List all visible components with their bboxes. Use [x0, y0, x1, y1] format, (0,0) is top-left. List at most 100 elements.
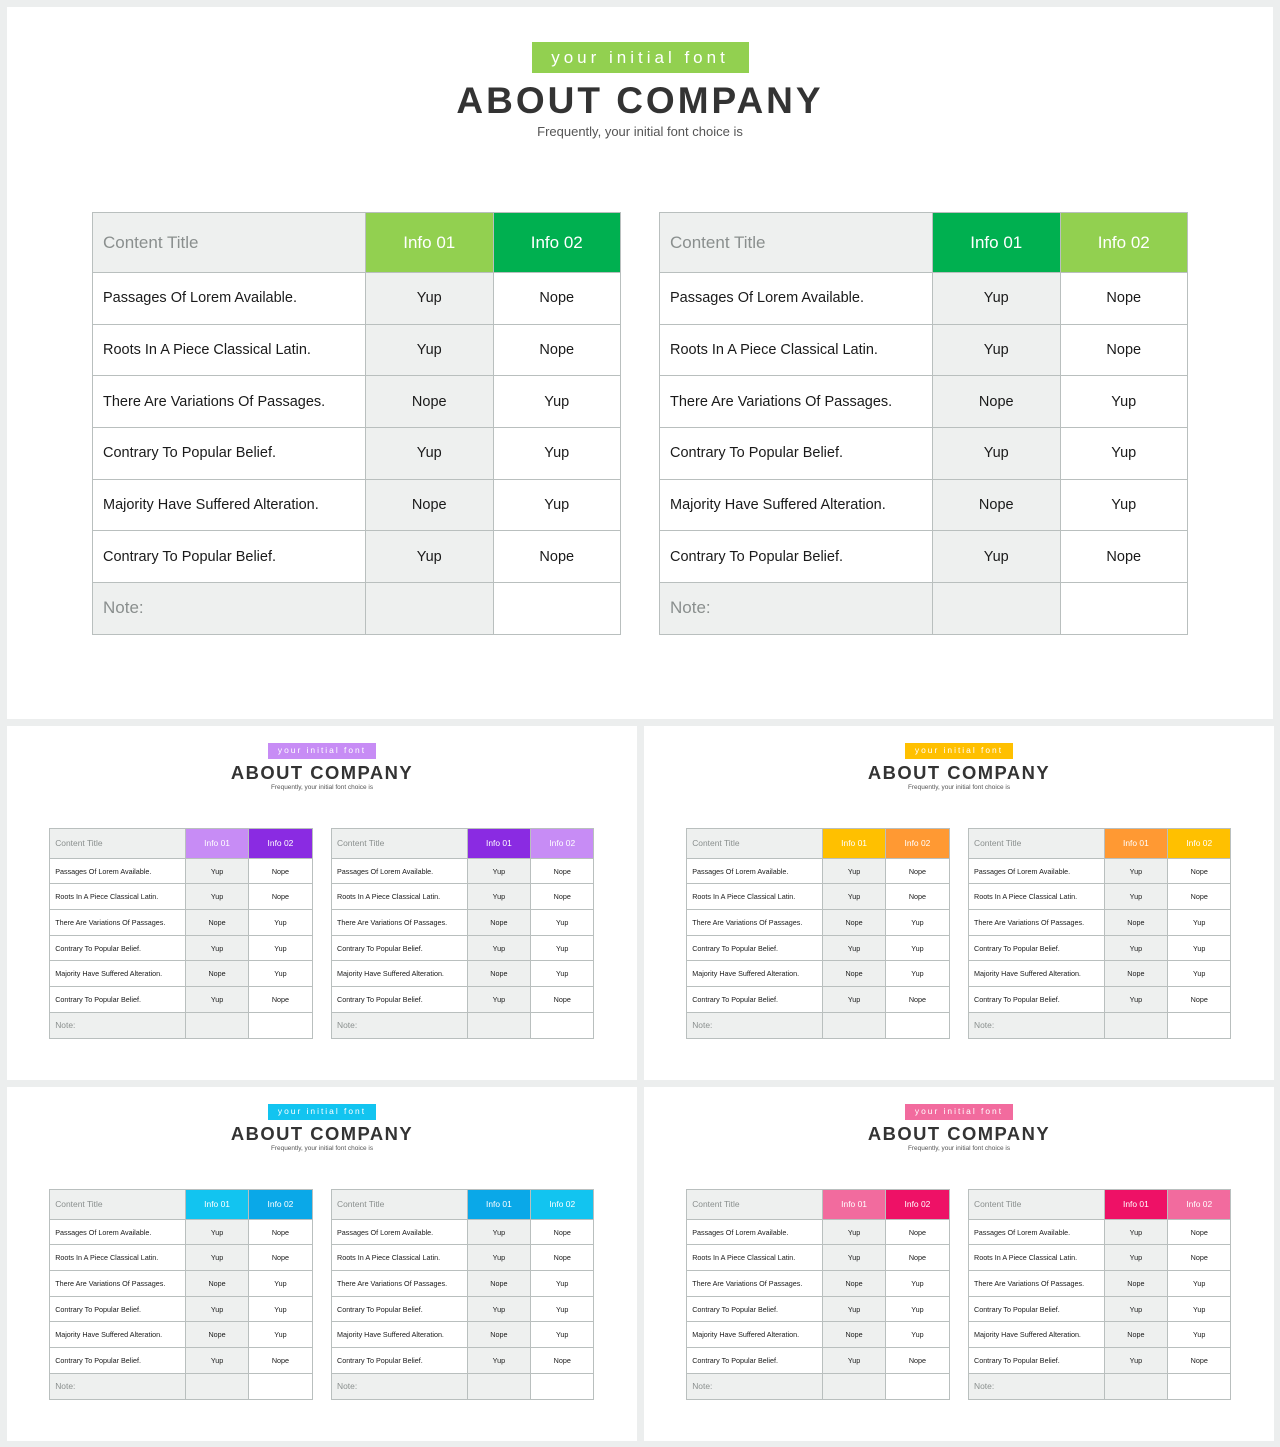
- info-01-value: Yup: [821, 883, 887, 911]
- info-02-header: Info 02: [885, 1188, 950, 1220]
- info-02-value: Nope: [530, 1218, 595, 1246]
- row-label: Roots In A Piece Classical Latin.: [659, 323, 933, 377]
- table-header-row: Content Title Info 01 Info 02: [659, 212, 1188, 273]
- info-02-header: Info 02: [530, 827, 595, 859]
- row-label: Roots In A Piece Classical Latin.: [968, 1244, 1105, 1272]
- table-row: Contrary To Popular Belief. Yup Yup: [331, 934, 595, 962]
- table-row: Majority Have Suffered Alteration. Nope Yu…: [659, 478, 1188, 532]
- slide-subtitle: Frequently, your initial font choice is: [907, 1145, 1011, 1153]
- table-row: There Are Variations Of Passages. Nope Yup: [49, 909, 313, 936]
- info-01-value: Nope: [365, 478, 494, 532]
- info-01-value: Yup: [184, 1295, 250, 1323]
- info-02-value: Nope: [530, 883, 595, 911]
- row-label: Passages Of Lorem Available.: [49, 857, 186, 885]
- note-row: Note:: [968, 1372, 1232, 1400]
- table-row: Passages Of Lorem Available. Yup Nope: [659, 272, 1188, 325]
- row-label: Roots In A Piece Classical Latin.: [92, 323, 366, 377]
- slide-title: ABOUT COMPANY: [456, 80, 824, 121]
- info-01-value: Yup: [821, 1218, 887, 1246]
- info-02-value: Nope: [530, 986, 595, 1013]
- table-row: Contrary To Popular Belief. Yup Yup: [49, 1295, 313, 1323]
- table-row: Contrary To Popular Belief. Yup Nope: [331, 1347, 595, 1374]
- note-info-01-cell: [821, 1372, 887, 1400]
- info-01-value: Yup: [184, 934, 250, 962]
- row-label: Roots In A Piece Classical Latin.: [331, 883, 468, 911]
- info-02-value: Nope: [248, 986, 313, 1013]
- table-row: Contrary To Popular Belief. Yup Nope: [49, 1347, 313, 1374]
- info-01-value: Nope: [932, 375, 1061, 429]
- table-header-row: Content Title Info 01 Info 02: [92, 212, 621, 273]
- info-02-value: Yup: [1167, 1270, 1232, 1297]
- info-02-value: Yup: [248, 934, 313, 962]
- slide: your initial font ABOUT COMPANY Frequently…: [7, 7, 1273, 719]
- info-02-value: Nope: [248, 883, 313, 911]
- table-row: There Are Variations Of Passages. Nope Yup: [331, 1270, 595, 1297]
- slide: your initial font ABOUT COMPANY Frequently…: [7, 1087, 637, 1441]
- row-label: Roots In A Piece Classical Latin.: [686, 883, 823, 911]
- table-row: Passages Of Lorem Available. Yup Nope: [686, 857, 950, 885]
- info-02-value: Yup: [885, 934, 950, 962]
- row-label: Contrary To Popular Belief.: [686, 1295, 823, 1323]
- info-01-value: Yup: [466, 1218, 532, 1246]
- info-01-header: Info 01: [821, 1188, 887, 1220]
- info-02-value: Yup: [248, 1270, 313, 1297]
- info-01-value: Yup: [1103, 1244, 1169, 1272]
- info-02-value: Nope: [1059, 272, 1188, 325]
- info-01-value: Nope: [466, 1321, 532, 1349]
- info-01-value: Yup: [1103, 857, 1169, 885]
- row-label: There Are Variations Of Passages.: [49, 1270, 186, 1297]
- note-info-02-cell: [248, 1011, 313, 1039]
- info-02-value: Nope: [1059, 323, 1188, 377]
- content-title-header: Content Title: [49, 1188, 186, 1220]
- table-row: Passages Of Lorem Available. Yup Nope: [686, 1218, 950, 1246]
- note-info-02-cell: [492, 582, 621, 635]
- row-label: Passages Of Lorem Available.: [92, 272, 366, 325]
- comparison-table: Content Title Info 01 Info 02 Passages Of L…: [331, 1188, 595, 1400]
- info-01-value: Yup: [821, 1244, 887, 1272]
- row-label: There Are Variations Of Passages.: [659, 375, 933, 429]
- row-label: Contrary To Popular Belief.: [92, 530, 366, 584]
- info-02-header: Info 02: [530, 1188, 595, 1220]
- table-row: Majority Have Suffered Alteration. Nope Yu…: [686, 960, 950, 988]
- note-info-01-cell: [821, 1011, 887, 1039]
- table-row: Contrary To Popular Belief. Yup Yup: [686, 934, 950, 962]
- info-02-value: Nope: [248, 1244, 313, 1272]
- note-row: Note:: [686, 1011, 950, 1039]
- info-02-value: Yup: [1167, 960, 1232, 988]
- table-row: Contrary To Popular Belief. Yup Nope: [686, 986, 950, 1013]
- slide-tag: your initial font: [905, 743, 1013, 759]
- info-02-value: Nope: [248, 857, 313, 885]
- slide: your initial font ABOUT COMPANY Frequently…: [644, 1087, 1274, 1441]
- info-01-value: Yup: [1103, 1218, 1169, 1246]
- info-01-value: Yup: [184, 1218, 250, 1246]
- table-row: Roots In A Piece Classical Latin. Yup Nope: [331, 1244, 595, 1272]
- note-row: Note:: [686, 1372, 950, 1400]
- note-label: Note:: [686, 1372, 823, 1400]
- slide-subtitle: Frequently, your initial font choice is: [270, 784, 374, 792]
- info-01-value: Yup: [1103, 986, 1169, 1013]
- content-title-header: Content Title: [331, 827, 468, 859]
- table-row: Roots In A Piece Classical Latin. Yup Nope: [968, 1244, 1232, 1272]
- info-02-header: Info 02: [885, 827, 950, 859]
- row-label: There Are Variations Of Passages.: [968, 909, 1105, 936]
- info-01-value: Yup: [932, 530, 1061, 584]
- info-01-value: Yup: [466, 934, 532, 962]
- note-info-01-cell: [184, 1372, 250, 1400]
- info-01-value: Yup: [365, 323, 494, 377]
- info-01-value: Yup: [821, 1295, 887, 1323]
- table-row: Roots In A Piece Classical Latin. Yup Nope: [331, 883, 595, 911]
- note-label: Note:: [968, 1011, 1105, 1039]
- info-02-value: Nope: [530, 1244, 595, 1272]
- info-01-value: Nope: [1103, 1270, 1169, 1297]
- info-02-value: Nope: [248, 1347, 313, 1374]
- table-row: Contrary To Popular Belief. Yup Nope: [331, 986, 595, 1013]
- note-row: Note:: [331, 1372, 595, 1400]
- info-01-value: Nope: [184, 1270, 250, 1297]
- row-label: Contrary To Popular Belief.: [49, 986, 186, 1013]
- info-01-value: Yup: [1103, 1347, 1169, 1374]
- note-label: Note:: [49, 1372, 186, 1400]
- info-02-value: Yup: [885, 1270, 950, 1297]
- row-label: Passages Of Lorem Available.: [968, 857, 1105, 885]
- comparison-table: Content Title Info 01 Info 02 Passages Of L…: [659, 212, 1188, 635]
- info-02-value: Nope: [1059, 530, 1188, 584]
